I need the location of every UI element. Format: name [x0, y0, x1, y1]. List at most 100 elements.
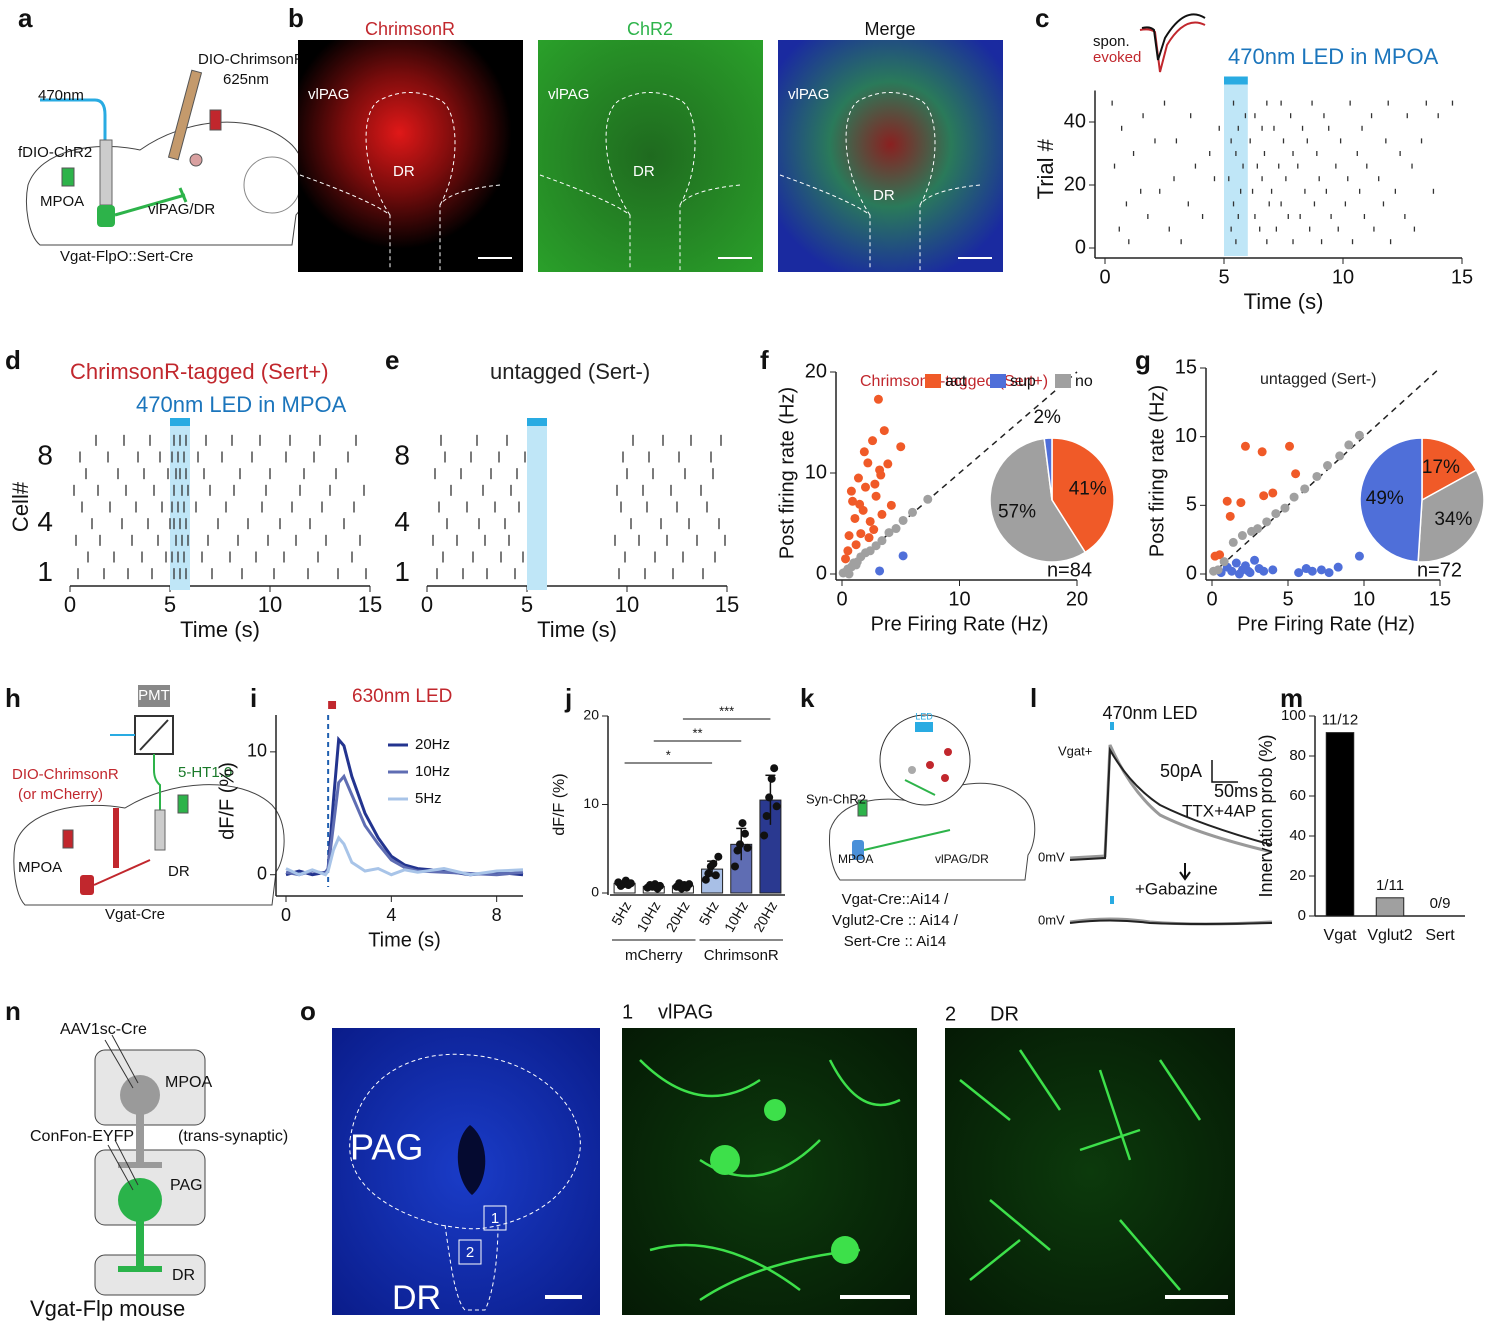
mirror	[139, 719, 169, 751]
syringe-green	[177, 794, 189, 814]
point	[1236, 498, 1246, 508]
bar	[1375, 897, 1405, 917]
legend-swatch	[990, 374, 1006, 388]
dot	[738, 819, 747, 828]
drug-label: +Gabazine	[1135, 879, 1218, 898]
virus-label: Syn-ChR2	[806, 791, 866, 806]
legend-label: 20Hz	[415, 736, 450, 753]
y-tick-label: 10	[583, 795, 599, 811]
point	[873, 394, 883, 404]
aqueduct	[457, 1125, 486, 1195]
traces-l: 470nm LED Vgat+ 50pA 50ms TTX+4AP +Gabaz…	[1038, 703, 1273, 927]
y-tick-label: 20	[583, 707, 599, 723]
scale-bar	[1211, 760, 1238, 783]
diagram-k: LED Syn-ChR2 MPOA vlPAG/DR Vgat-Cre::Ai1…	[806, 711, 1036, 950]
point	[886, 500, 896, 510]
electrode	[167, 69, 203, 161]
dot	[709, 859, 718, 868]
y-tick-label: 0	[816, 562, 827, 584]
panel-label: i	[250, 683, 257, 713]
legend-swatch	[1055, 374, 1071, 388]
y-tick-label: 10	[1175, 425, 1197, 447]
legend-label: no	[1075, 373, 1093, 390]
panel-label: j	[564, 683, 572, 713]
sensor-label: 5-HT1.0	[178, 764, 232, 781]
y-tick-label: 10	[805, 461, 827, 483]
point	[877, 536, 887, 546]
image-title: DR	[990, 1003, 1019, 1025]
virus-label: fDIO-ChR2	[18, 144, 92, 161]
brain-outline	[26, 121, 306, 246]
x-tick-label: 15	[1429, 588, 1451, 610]
pie-slice	[1043, 437, 1053, 501]
point	[850, 513, 860, 523]
y-axis-label: Cell#	[8, 481, 33, 532]
projection-end	[178, 187, 188, 203]
region-outline	[444, 1224, 499, 1311]
led-window	[527, 426, 547, 590]
drug-label: TTX+4AP	[1182, 801, 1256, 820]
y-tick-label: 60	[1289, 787, 1306, 804]
y-tick-label: 15	[1175, 356, 1197, 378]
y-axis-label: Post firing rate (Hz)	[776, 387, 798, 559]
axon	[136, 1112, 144, 1164]
image-title: 2	[945, 1003, 956, 1025]
y-tick-label: 4	[394, 506, 410, 537]
region-label: DR	[168, 863, 190, 880]
region-label: PAG	[170, 1177, 203, 1194]
point	[1268, 488, 1278, 498]
region-label: MPOA	[838, 852, 873, 866]
pie-slice	[1417, 469, 1485, 563]
region-label: DR	[172, 1267, 195, 1284]
synapse	[118, 1266, 162, 1272]
region-label: MPOA	[165, 1074, 212, 1091]
point	[859, 447, 869, 457]
point	[1257, 447, 1267, 457]
panel-label: m	[1280, 683, 1303, 713]
neurite	[639, 1059, 901, 1302]
y-tick-label: 40	[1289, 827, 1306, 844]
cell	[926, 761, 934, 769]
y-tick-label: 1	[37, 556, 53, 587]
y-tick-label: 0	[1075, 236, 1086, 258]
y-axis-label: dF/F (%)	[216, 762, 238, 840]
x-axis-label: Time (s)	[537, 617, 617, 642]
led-bar	[328, 701, 337, 709]
soma	[831, 1236, 859, 1264]
point	[1271, 509, 1281, 519]
point	[843, 546, 853, 556]
point	[1333, 562, 1343, 572]
x-tick-label: 0	[64, 592, 76, 617]
x-tick-label: 4	[386, 905, 396, 925]
point	[864, 533, 874, 543]
chart-title: untagged (Sert-)	[1260, 371, 1377, 388]
cerebellum	[243, 156, 301, 214]
y-tick-label: 4	[37, 506, 53, 537]
x-tick-label: 10	[615, 592, 639, 617]
group-label: ChrimsonR	[704, 947, 779, 964]
point	[853, 473, 863, 483]
panel-label: b	[288, 3, 304, 33]
y-tick-label: 1	[394, 556, 410, 587]
image-title: 1	[622, 1001, 633, 1023]
micrograph	[298, 40, 523, 272]
syringe-red	[209, 109, 222, 131]
waveform-inset: spon. evoked	[1093, 13, 1206, 73]
panel-label: n	[5, 996, 21, 1026]
n-label: n=84	[1047, 559, 1092, 581]
point	[863, 458, 873, 468]
point	[1335, 451, 1345, 461]
point	[1253, 524, 1263, 534]
point	[855, 499, 865, 509]
mpoa-cells	[852, 840, 864, 860]
x-tick-label: 5Hz	[696, 898, 722, 928]
x-axis-label: Time (s)	[1244, 289, 1324, 314]
pmt-box	[138, 685, 170, 707]
region-label: vlPAG/DR	[148, 201, 215, 218]
holding-label: 0mV	[1038, 849, 1065, 864]
point	[1213, 565, 1223, 575]
point	[1215, 550, 1225, 560]
neuron	[118, 1178, 162, 1222]
point	[877, 509, 887, 519]
fiber	[40, 98, 107, 145]
